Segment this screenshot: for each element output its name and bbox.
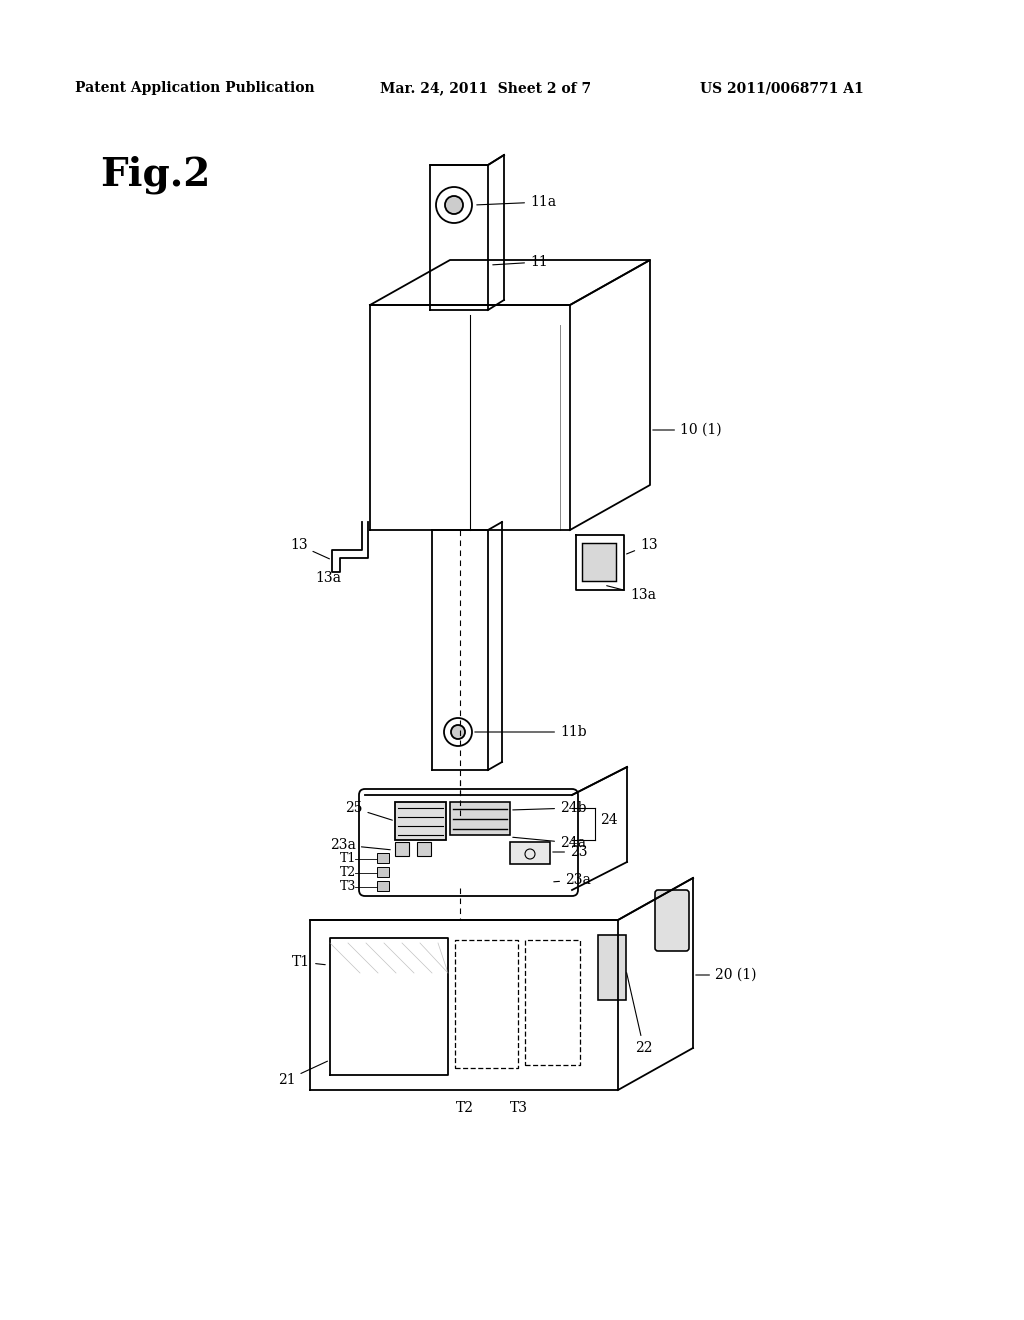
Bar <box>417 842 431 855</box>
Text: 23a: 23a <box>554 873 591 887</box>
Bar <box>377 867 389 876</box>
Text: T2: T2 <box>340 866 356 879</box>
Text: 25: 25 <box>345 801 392 820</box>
Bar <box>510 842 550 865</box>
Text: 11a: 11a <box>477 195 556 209</box>
Text: 13a: 13a <box>606 586 656 602</box>
Text: Patent Application Publication: Patent Application Publication <box>75 81 314 95</box>
Text: 24: 24 <box>600 813 617 828</box>
Bar <box>395 803 446 840</box>
Text: US 2011/0068771 A1: US 2011/0068771 A1 <box>700 81 864 95</box>
Bar <box>395 842 409 855</box>
Circle shape <box>451 725 465 739</box>
Text: 24a: 24a <box>513 836 586 850</box>
Text: 13: 13 <box>627 539 657 554</box>
Bar <box>450 803 510 836</box>
Text: 10 (1): 10 (1) <box>652 422 722 437</box>
Bar <box>377 853 389 863</box>
Text: T3: T3 <box>340 880 356 894</box>
Text: 11b: 11b <box>475 725 587 739</box>
Text: 23a: 23a <box>330 838 390 851</box>
Text: 23: 23 <box>553 845 588 859</box>
FancyBboxPatch shape <box>655 890 689 950</box>
Text: Mar. 24, 2011  Sheet 2 of 7: Mar. 24, 2011 Sheet 2 of 7 <box>380 81 591 95</box>
Circle shape <box>445 195 463 214</box>
Text: 21: 21 <box>278 1061 328 1086</box>
Text: T3: T3 <box>510 1101 528 1115</box>
Text: 20 (1): 20 (1) <box>695 968 757 982</box>
Text: 13: 13 <box>290 539 330 558</box>
Bar <box>582 543 616 581</box>
Text: 13a: 13a <box>315 572 341 585</box>
Text: 11: 11 <box>493 255 548 269</box>
Text: T2: T2 <box>456 1101 474 1115</box>
Bar <box>377 880 389 891</box>
Text: 24b: 24b <box>513 801 587 814</box>
Text: T1: T1 <box>292 954 326 969</box>
Bar <box>598 935 626 1001</box>
Text: 22: 22 <box>627 973 652 1055</box>
Text: Fig.2: Fig.2 <box>100 156 210 194</box>
Text: T1: T1 <box>340 853 356 866</box>
